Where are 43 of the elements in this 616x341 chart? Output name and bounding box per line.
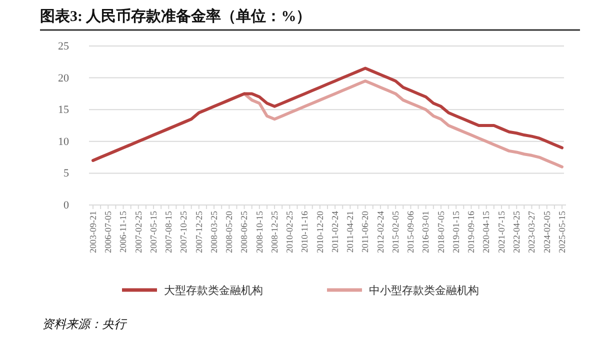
x-tick-label: 2020-04-15 [481,210,492,253]
x-tick-label: 2011-02-24 [330,210,340,253]
y-tick-label: 20 [58,72,70,84]
x-tick-label: 2007-02-25 [133,210,144,253]
y-tick-label: 25 [58,40,70,53]
legend-label: 中小型存款类金融机构 [369,284,479,297]
y-tick-label: 0 [64,200,70,212]
x-tick-label: 2023-03-27 [526,210,537,253]
x-tick-label: 2022-04-25 [511,210,522,253]
x-tick-label: 2015-09-06 [406,210,416,253]
x-tick-label: 2007-05-15 [148,210,158,253]
x-tick-label: 2008-03-25 [208,210,219,253]
x-tick-label: 2003-09-21 [88,211,98,253]
x-tick-label: 2021-07-15 [496,210,506,253]
x-tick-label: 2010-12-20 [314,210,325,253]
x-tick-label: 2007-08-15 [164,210,174,253]
x-tick-label: 2008-10-15 [254,210,264,253]
x-tick-label: 2015-02-05 [390,210,400,253]
x-tick-label: 2006-11-15 [118,210,128,253]
text: 资料来源：央行 [42,317,128,331]
line-series [92,66,564,162]
legend-label: 大型存款类金融机构 [164,284,263,297]
x-tick-label: 2012-02-24 [375,210,386,253]
x-tick-label: 2011-04-21 [345,211,356,253]
y-tick-label: 10 [58,136,70,148]
chart-title: 图表3: 人民币存款准备金率（单位：%） [40,7,312,25]
y-tick-label: 5 [64,168,70,180]
x-tick-label: 2019-09-16 [466,210,476,253]
x-tick-label: 2008-05-20 [224,210,234,253]
x-tick-label: 2008-06-25 [239,210,250,253]
x-tick-label: 2008-12-25 [269,210,280,253]
x-tick-label: 2007-10-25 [178,210,189,253]
x-tick-label: 2006-07-05 [103,210,114,253]
x-tick-label: 2011-06-20 [360,210,370,253]
x-tick-label: 2010-11-16 [300,210,310,253]
x-tick-label: 2018-07-05 [436,210,446,253]
x-tick-label: 2019-01-15 [450,210,461,253]
x-tick-label: 2007-12-25 [194,210,204,253]
y-tick-label: 15 [58,104,70,116]
x-tick-label: 2024-02-05 [542,210,552,253]
x-tick-label: 2010-02-25 [284,210,295,253]
x-tick-label: 2016-03-01 [420,211,431,253]
x-tick-label: 2025-05-15 [556,210,567,253]
